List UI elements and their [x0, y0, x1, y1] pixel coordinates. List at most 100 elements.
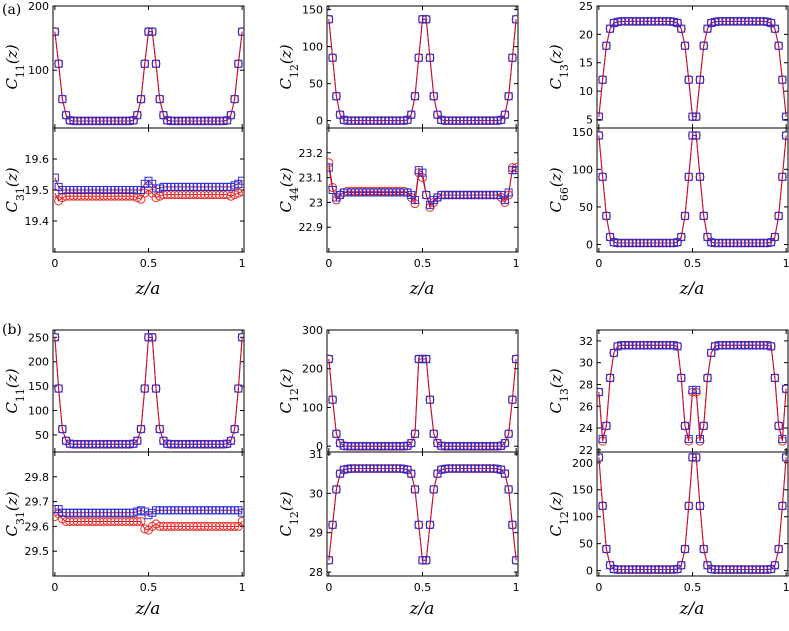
data-point-square — [53, 333, 59, 342]
series-line-square — [598, 135, 787, 244]
data-point-circle — [80, 516, 90, 526]
y-tick-label: 5 — [586, 113, 593, 126]
y-tick-label: 100 — [28, 405, 49, 418]
data-point-square — [692, 131, 701, 140]
x-tick-label: 0 — [595, 257, 602, 270]
data-point-square — [774, 421, 783, 430]
data-point-square — [411, 485, 420, 494]
data-point-square — [770, 561, 779, 570]
data-point-circle — [188, 521, 198, 531]
data-point-square — [684, 501, 693, 510]
data-point-square — [770, 24, 779, 33]
data-point-square — [699, 41, 708, 50]
data-point-circle — [65, 516, 75, 526]
data-point-square — [230, 95, 239, 104]
y-tick-label: 200 — [302, 363, 323, 376]
data-point-square — [425, 53, 434, 62]
y-tick-label: 15 — [579, 57, 593, 70]
data-point-circle — [237, 516, 244, 526]
data-point-square — [508, 395, 517, 404]
data-point-square — [328, 395, 337, 404]
data-point-square — [681, 41, 690, 50]
data-point-square — [684, 434, 693, 443]
data-point-square — [238, 27, 244, 36]
y-tick-label: 200 — [28, 356, 49, 369]
data-point-square — [418, 168, 427, 177]
data-point-square — [597, 388, 603, 397]
data-point-square — [770, 232, 779, 241]
data-point-circle — [117, 516, 127, 526]
data-point-square — [695, 75, 704, 84]
data-point-square — [53, 27, 59, 36]
data-point-circle — [177, 521, 187, 531]
x-tick-label: 0.5 — [140, 257, 158, 270]
x-tick-label: 0 — [51, 581, 58, 594]
series-line-circle — [598, 135, 787, 244]
data-point-square — [411, 195, 420, 204]
data-point-circle — [76, 516, 86, 526]
data-point-square — [332, 485, 341, 494]
data-point-square — [414, 520, 423, 529]
y-tick-label: 200 — [28, 0, 49, 13]
data-point-square — [677, 24, 686, 33]
data-point-square — [238, 176, 244, 185]
data-point-square — [429, 485, 438, 494]
data-point-square — [137, 425, 146, 434]
data-point-square — [328, 53, 337, 62]
data-point-square — [692, 453, 701, 462]
data-point-circle — [170, 521, 180, 531]
data-point-square — [767, 342, 776, 351]
y-axis-label: C12(z) — [277, 368, 301, 413]
series-group — [327, 464, 518, 565]
y-tick-label: 250 — [28, 331, 49, 344]
y-tick-label: 22 — [579, 444, 593, 457]
data-point-circle — [91, 516, 101, 526]
subplot-a-C11: 100 200 C11(z) — [3, 0, 245, 129]
y-tick-label: 150 — [572, 484, 593, 497]
y-tick-label: 32 — [579, 335, 593, 348]
data-point-circle — [327, 158, 334, 168]
x-tick-label: 0 — [325, 581, 332, 594]
x-tick-label: 1 — [513, 581, 520, 594]
data-point-square — [602, 545, 611, 554]
data-point-square — [512, 166, 518, 175]
y-axis-label: C12(z) — [277, 44, 301, 89]
data-point-square — [328, 520, 337, 529]
data-point-square — [684, 75, 693, 84]
data-point-circle — [181, 521, 191, 531]
data-point-square — [677, 232, 686, 241]
data-point-square — [155, 425, 164, 434]
panel-label-b: (b) — [2, 322, 22, 338]
data-point-square — [133, 111, 142, 120]
data-point-square — [695, 434, 704, 443]
plot-frame — [326, 329, 519, 453]
data-point-square — [327, 163, 333, 172]
y-axis-label: C11(z) — [3, 368, 27, 413]
y-tick-label: 29.7 — [25, 496, 50, 509]
y-axis-label: C11(z) — [3, 44, 27, 89]
x-tick-label: 0 — [325, 257, 332, 270]
data-point-square — [226, 111, 235, 120]
data-point-square — [429, 92, 438, 101]
data-point-square — [695, 172, 704, 181]
data-point-circle — [87, 516, 97, 526]
data-point-square — [598, 172, 607, 181]
data-point-square — [774, 41, 783, 50]
data-point-square — [53, 173, 59, 182]
x-tick-label: 1 — [783, 257, 789, 270]
data-point-square — [425, 395, 434, 404]
series-line-circle — [328, 468, 517, 561]
y-tick-label: 300 — [302, 324, 323, 337]
y-axis-label: C31(z) — [3, 491, 27, 536]
data-point-square — [782, 453, 788, 462]
y-tick-label: 150 — [572, 126, 593, 139]
y-axis-label: C31(z) — [3, 167, 27, 212]
data-point-square — [699, 421, 708, 430]
data-point-circle — [222, 521, 232, 531]
y-tick-label: 24 — [579, 422, 593, 435]
y-tick-label: 29.5 — [25, 545, 50, 558]
series-line-circle — [598, 456, 787, 571]
y-tick-label: 50 — [579, 538, 593, 551]
y-axis-label: C12(z) — [277, 491, 301, 536]
